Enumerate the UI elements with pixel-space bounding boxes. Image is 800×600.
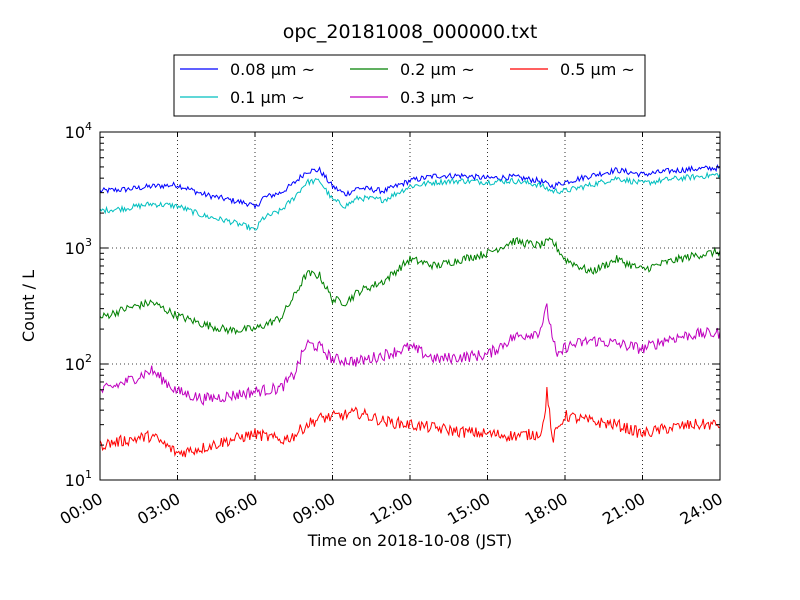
legend-label: 0.08 μm ~: [230, 60, 315, 79]
series-layer: [99, 163, 721, 458]
y-tick-label: 104: [65, 120, 92, 142]
series-line: [99, 386, 721, 458]
x-tick-label: 00:00: [57, 489, 106, 529]
series-line: [99, 303, 721, 406]
x-tick-label: 09:00: [289, 489, 338, 529]
series-line: [99, 163, 721, 210]
x-tick-label: 15:00: [444, 489, 493, 529]
legend-frame: [173, 54, 646, 117]
legend: 0.08 μm ~ 0.1 μm ~ 0.2 μm ~ 0.3 μm ~ 0.5 μm …: [173, 54, 646, 117]
x-tick-label: 21:00: [599, 489, 648, 529]
y-tick-label: 101: [65, 468, 92, 490]
y-tick-label: 102: [65, 352, 92, 374]
legend-label: 0.3 μm ~: [400, 88, 475, 107]
y-tick-label: 103: [65, 236, 92, 258]
series-line: [99, 171, 721, 232]
chart-title: opc_20181008_000000.txt: [283, 21, 538, 43]
x-tick-label: 18:00: [522, 489, 571, 529]
series-line: [99, 236, 721, 336]
x-tick-label: 24:00: [677, 489, 726, 529]
legend-label: 0.1 μm ~: [230, 88, 305, 107]
x-tick-label: 12:00: [367, 489, 416, 529]
x-tick-label: 03:00: [134, 489, 183, 529]
legend-label: 0.5 μm ~: [560, 60, 635, 79]
legend-label: 0.2 μm ~: [400, 60, 475, 79]
x-axis-title: Time on 2018-10-08 (JST): [307, 531, 512, 550]
grid: [100, 132, 720, 480]
x-tick-label: 06:00: [212, 489, 261, 529]
y-axis-title: Count / L: [19, 270, 38, 342]
